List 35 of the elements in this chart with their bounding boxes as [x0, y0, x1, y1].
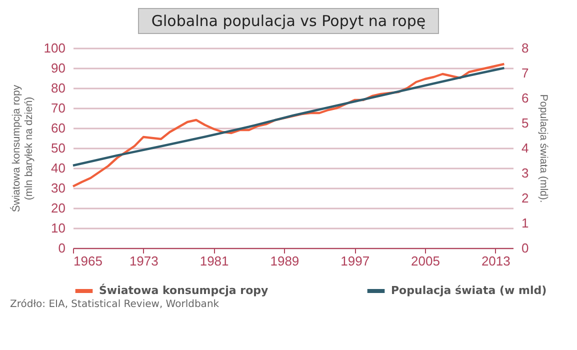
y-tick-label: 90	[51, 60, 66, 76]
y2-tick-label: 3	[522, 166, 529, 180]
x-tick-label: 1973	[129, 254, 158, 268]
y2-axis-title: Populacja świata (mld).	[538, 94, 550, 203]
x-tick-label: 1989	[270, 254, 300, 268]
y-axis-title: Światowa konsumpcja ropy (mln baryłek na dzień)	[9, 84, 35, 212]
line-series	[72, 62, 506, 188]
y-tick-label: 60	[51, 120, 66, 136]
y-tick-label: 80	[51, 80, 66, 96]
y2-tick-label: 1	[522, 216, 529, 230]
y2-tick-label: 5	[522, 116, 529, 130]
chart-title: Globalna populacja vs Popyt na ropę	[138, 8, 439, 34]
x-tick-label: 2013	[481, 254, 510, 268]
y-tick-label: 10	[51, 220, 66, 236]
y-tick-label: 40	[51, 160, 66, 176]
y-tick-label: 30	[51, 180, 66, 196]
y2-tick-label: 2	[522, 190, 529, 206]
y2-tick-label: 0	[522, 240, 529, 256]
y2-tick-label: 7	[522, 66, 529, 80]
line-series	[72, 66, 506, 167]
x-tick-label: 1997	[340, 254, 370, 268]
x-tick-label: 1981	[200, 254, 229, 268]
y2-tick-label: 6	[522, 90, 529, 106]
x-tick-label: 1965	[74, 254, 102, 268]
legend-label: Światowa konsumpcja ropy	[99, 283, 268, 297]
y-tick-label: 70	[51, 100, 66, 116]
y-tick-label: 50	[51, 140, 66, 156]
y-tick-label: 20	[51, 200, 66, 216]
x-tick-label: 2005	[411, 254, 440, 268]
y-tick-label: 100	[44, 40, 66, 56]
y2-tick-label: 4	[522, 140, 529, 156]
y-tick-label: 0	[58, 240, 66, 256]
text: Źródło: EIA, Statistical Review, Worldbank	[10, 299, 220, 310]
y2-tick-label: 8	[522, 40, 529, 56]
legend-label: Populacja świata (w mld)	[391, 284, 547, 297]
